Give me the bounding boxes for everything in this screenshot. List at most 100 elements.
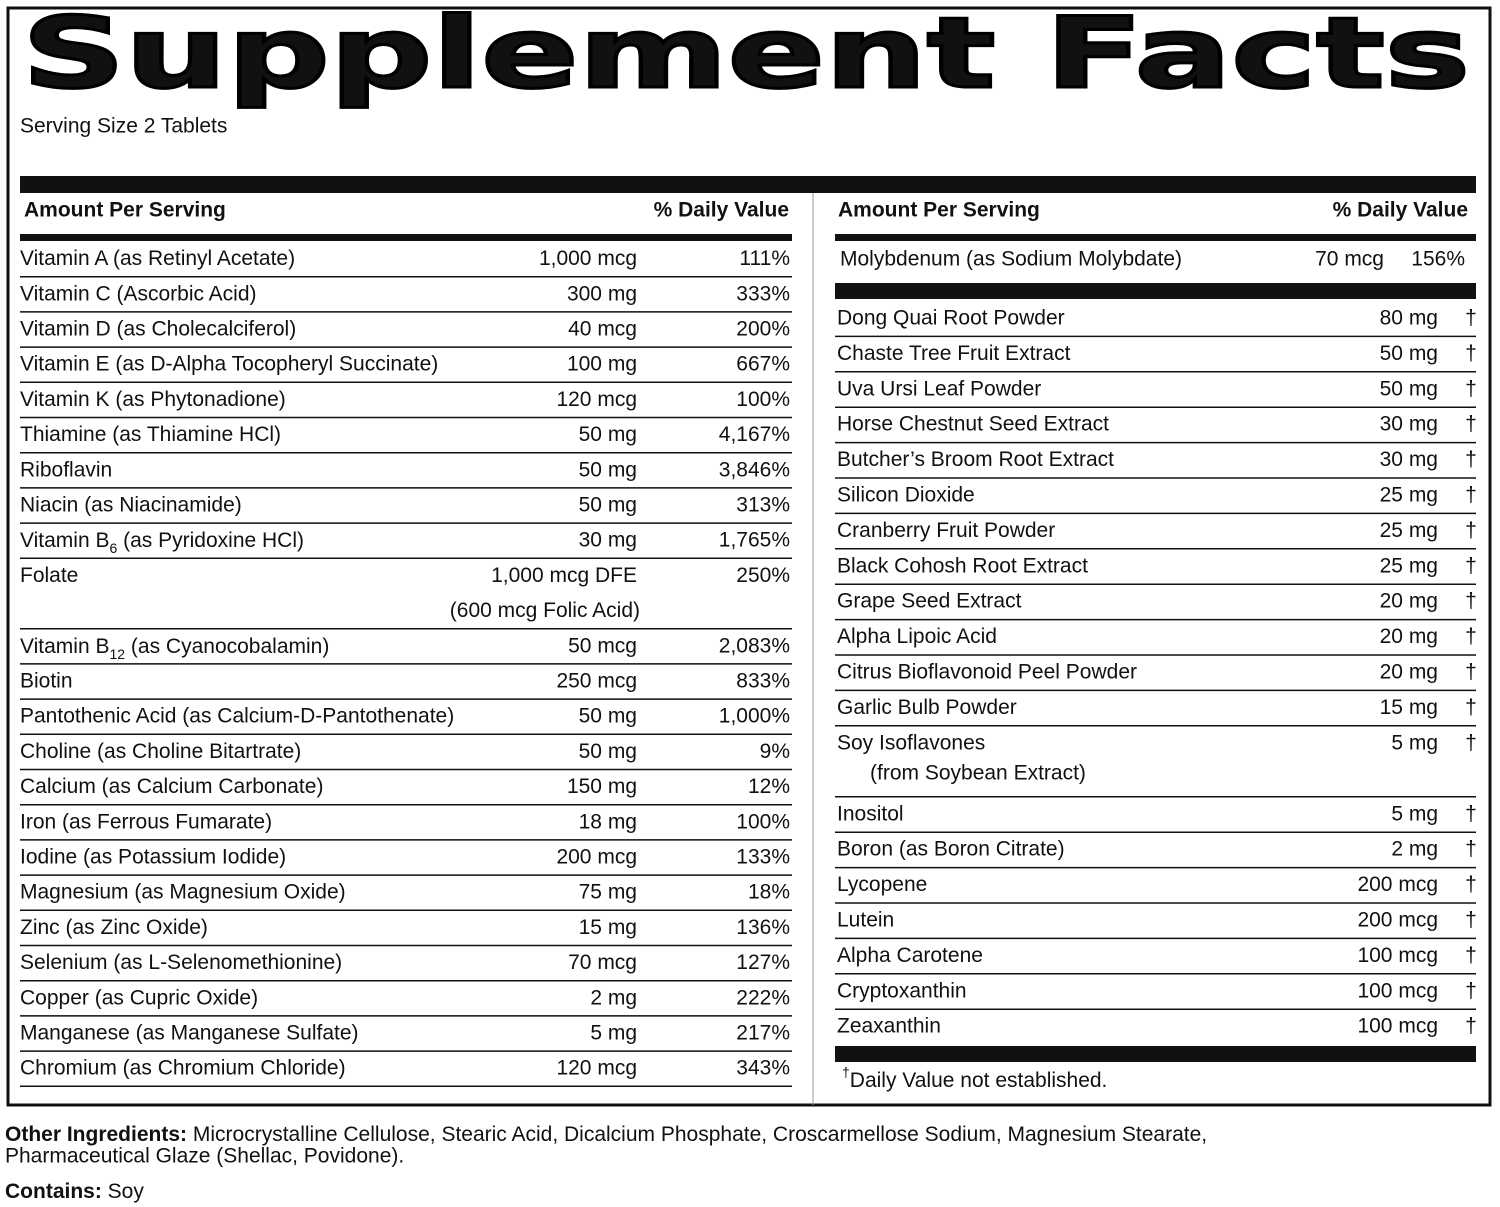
dagger: † [1465, 661, 1477, 684]
dagger: † [1465, 377, 1477, 400]
amount-header: Amount Per Serving [838, 199, 1040, 222]
other-ingredients-text: Pharmaceutical Glaze (Shellac, Povidone)… [5, 1145, 404, 1168]
daily-value: 3,846% [719, 458, 790, 481]
nutrient-name: Choline (as Choline Bitartrate) [20, 740, 301, 763]
nutrient-name: Black Cohosh Root Extract [837, 554, 1088, 577]
dagger: † [1465, 307, 1477, 330]
label-border [6, 6, 1492, 1107]
nutrient-name: Molybdenum (as Sodium Molybdate) [840, 248, 1182, 271]
amount: 15 mg [1380, 696, 1438, 719]
nutrient-name-part: Vitamin B [20, 634, 110, 657]
amount: 25 mg [1380, 519, 1438, 542]
amount: 20 mg [1380, 625, 1438, 648]
nutrient-name: Vitamin K (as Phytonadione) [20, 388, 286, 411]
amount: 30 mg [1380, 413, 1438, 436]
daily-value: 4,167% [719, 423, 790, 446]
dagger: † [1465, 554, 1477, 577]
dagger: † [1465, 448, 1477, 471]
nutrient-name: Lutein [837, 909, 894, 932]
nutrient-name: Soy Isoflavones [837, 731, 985, 754]
nutrient-name: Alpha Carotene [837, 944, 983, 967]
daily-value: 313% [736, 494, 790, 517]
amount-header: Amount Per Serving [24, 199, 226, 222]
dagger: † [1465, 413, 1477, 436]
daily-value: 136% [736, 916, 790, 939]
amount: 100 mcg [1357, 944, 1438, 967]
amount: 20 mg [1380, 590, 1438, 613]
dagger: † [1465, 1015, 1477, 1038]
dagger: † [1465, 802, 1477, 825]
nutrient-name: Vitamin C (Ascorbic Acid) [20, 282, 257, 305]
daily-value: 667% [736, 353, 790, 376]
nutrient-name: Dong Quai Root Powder [837, 307, 1065, 330]
daily-value: 127% [736, 951, 790, 974]
nutrient-name: Folate [20, 564, 78, 587]
amount: 2 mg [1391, 838, 1438, 861]
footnote-text: Daily Value not established. [850, 1069, 1108, 1092]
nutrient-name: Uva Ursi Leaf Powder [837, 377, 1041, 400]
nutrient-name: Cranberry Fruit Powder [837, 519, 1055, 542]
amount-note: (600 mcg Folic Acid) [450, 599, 640, 622]
amount: 30 mg [579, 529, 637, 552]
daily-value: 217% [736, 1022, 790, 1045]
footnote-mark: † [842, 1064, 850, 1080]
nutrient-name: Cryptoxanthin [837, 979, 967, 1002]
amount: 100 mcg [1357, 979, 1438, 1002]
nutrient-name: Zinc (as Zinc Oxide) [20, 916, 208, 939]
daily-value: 111% [739, 247, 790, 270]
amount: 40 mcg [568, 318, 637, 341]
nutrient-name: Garlic Bulb Powder [837, 696, 1017, 719]
nutrient-name: Lycopene [837, 873, 927, 896]
dagger: † [1465, 519, 1477, 542]
daily-value: 156% [1411, 248, 1465, 271]
amount: 250 mcg [556, 670, 637, 693]
amount: 70 mcg [568, 951, 637, 974]
amount: 50 mg [579, 494, 637, 517]
nutrient-name: Silicon Dioxide [837, 484, 975, 507]
dagger: † [1465, 342, 1477, 365]
dagger: † [1465, 731, 1477, 754]
amount: 70 mcg [1315, 248, 1384, 271]
contains-label: Contains: [5, 1180, 102, 1203]
thick-rule [20, 176, 1476, 193]
daily-value: 343% [736, 1057, 790, 1080]
amount: 2 mg [590, 986, 637, 1009]
nutrient-name: Biotin [20, 670, 73, 693]
dagger: † [1465, 909, 1477, 932]
daily-value: 100% [736, 810, 790, 833]
daily-value: 18% [748, 881, 790, 904]
nutrient-name-part: (as Cyanocobalamin) [125, 634, 329, 657]
daily-value: 1,000% [719, 705, 790, 728]
amount: 15 mg [579, 916, 637, 939]
daily-value: 200% [736, 318, 790, 341]
amount: 100 mg [567, 353, 637, 376]
serving-size: Serving Size 2 Tablets [20, 115, 227, 138]
nutrient-name-part: Vitamin B [20, 529, 110, 552]
amount: 100 mcg [1357, 1015, 1438, 1038]
thick-rule [835, 283, 1476, 299]
header-rule [835, 234, 1476, 241]
amount: 5 mg [590, 1022, 637, 1045]
nutrient-name: Riboflavin [20, 458, 112, 481]
dagger: † [1465, 625, 1477, 648]
dagger: † [1465, 979, 1477, 1002]
daily-value: 2,083% [719, 634, 790, 657]
nutrient-name: Vitamin B6 (as Pyridoxine HCl) [20, 529, 304, 556]
daily-value: 833% [736, 670, 790, 693]
daily-value: 333% [736, 282, 790, 305]
subscript: 12 [110, 646, 126, 662]
nutrient-name: Inositol [837, 802, 904, 825]
dagger: † [1465, 838, 1477, 861]
nutrient-name: Vitamin B12 (as Cyanocobalamin) [20, 634, 329, 661]
amount: 1,000 mcg [539, 247, 637, 270]
amount: 200 mcg [1357, 873, 1438, 896]
dagger: † [1465, 484, 1477, 507]
dv-header: % Daily Value [654, 199, 789, 222]
amount: 25 mg [1380, 554, 1438, 577]
subscript: 6 [110, 540, 118, 556]
amount: 75 mg [579, 881, 637, 904]
nutrient-name: Alpha Lipoic Acid [837, 625, 997, 648]
nutrient-name: Horse Chestnut Seed Extract [837, 413, 1109, 436]
nutrient-name: Citrus Bioflavonoid Peel Powder [837, 661, 1137, 684]
other-ingredients: Other Ingredients: Microcrystalline Cell… [5, 1123, 1207, 1146]
